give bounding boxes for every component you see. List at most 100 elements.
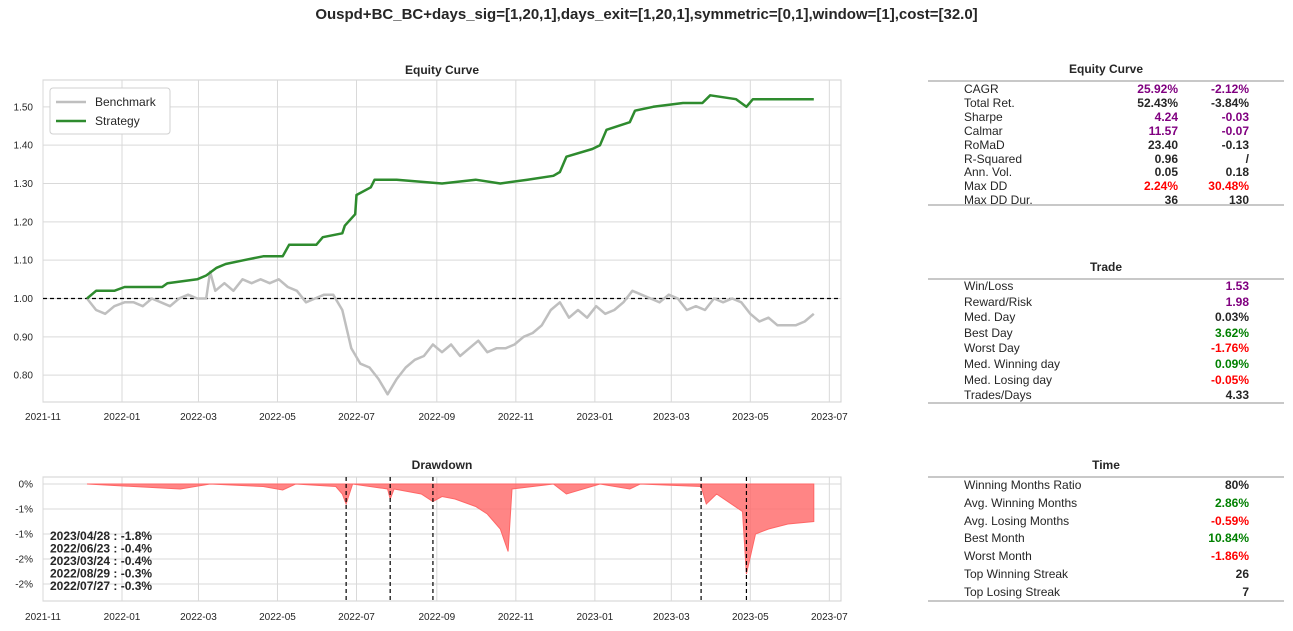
y-tick-label: 0.80	[14, 371, 34, 382]
drawdown-annotation: 2022/06/23 : -0.4%	[50, 542, 152, 556]
stat-value: 2.86%	[1214, 495, 1249, 510]
x-tick-label: 2022-01	[104, 612, 141, 623]
stat-value: 1.53	[1225, 279, 1249, 293]
stat-row: Win/Loss 1.53	[928, 279, 1284, 294]
strategy-value: 36	[1164, 193, 1178, 208]
stat-value: 26	[1235, 567, 1249, 581]
trade-stats-title: Trade	[1089, 260, 1122, 274]
x-tick-label: 2022-11	[498, 612, 534, 623]
stat-value: 80%	[1224, 478, 1249, 492]
strategy-value: 11.57	[1148, 123, 1178, 138]
stat-label: Avg. Winning Months	[964, 495, 1078, 510]
benchmark-value: -2.12%	[1210, 82, 1249, 96]
legend-label: Benchmark	[95, 95, 157, 109]
y-tick-label: 1.30	[14, 179, 34, 190]
stat-row: Med. Losing day -0.05%	[928, 373, 1284, 388]
stat-value: -1.76%	[1210, 341, 1249, 356]
x-tick-label: 2022-03	[180, 412, 217, 423]
equity-stats-table: Equity Curve CAGR 25.92% -2.12% Total Ret. 5…	[928, 60, 1284, 210]
y-tick-label: -1%	[15, 530, 33, 541]
trade-stats-table: Trade Win/Loss 1.53 Reward/Risk 1.98 Med. Da…	[928, 258, 1284, 408]
x-tick-label: 2023-03	[653, 612, 690, 623]
stat-label: Best Month	[964, 531, 1025, 546]
x-tick-label: 2022-03	[180, 612, 217, 623]
y-tick-label: -1%	[15, 505, 33, 516]
stat-row: Sharpe 4.24 -0.03	[928, 110, 1284, 125]
equity-stats-title: Equity Curve	[1068, 62, 1143, 76]
stat-row: Total Ret. 52.43% -3.84%	[928, 96, 1284, 111]
stat-label: Worst Month	[964, 549, 1032, 564]
stat-row: RoMaD 23.40 -0.13	[928, 138, 1284, 153]
x-tick-label: 2022-01	[104, 412, 141, 423]
x-tick-label: 2023-07	[811, 412, 848, 423]
stat-value: 4.33	[1225, 388, 1249, 403]
stat-row: Max DD Dur. 36 130	[928, 193, 1284, 208]
stat-row: Best Month 10.84%	[928, 531, 1284, 546]
stat-row: Best Day 3.62%	[928, 326, 1284, 341]
strategy-value: 25.92%	[1137, 82, 1178, 96]
stat-row: Winning Months Ratio 80%	[928, 478, 1284, 493]
y-tick-label: 0.90	[14, 332, 34, 343]
x-tick-label: 2023-03	[653, 412, 690, 423]
stat-row: Avg. Losing Months -0.59%	[928, 514, 1284, 529]
stat-row: Med. Day 0.03%	[928, 310, 1284, 325]
benchmark-value: /	[1245, 151, 1249, 166]
stat-value: -0.59%	[1210, 513, 1249, 528]
x-tick-label: 2021-11	[25, 412, 61, 423]
stat-row: Avg. Winning Months 2.86%	[928, 496, 1284, 511]
stat-row: Worst Month -1.86%	[928, 549, 1284, 564]
stat-row: Ann. Vol. 0.05 0.18	[928, 165, 1284, 180]
stat-label: Reward/Risk	[964, 294, 1033, 309]
stat-row: Worst Day -1.76%	[928, 341, 1284, 356]
top-rule	[928, 476, 1284, 478]
stat-row: Calmar 11.57 -0.07	[928, 124, 1284, 139]
stat-label: Sharpe	[964, 109, 1003, 124]
y-tick-label: 1.00	[14, 294, 34, 305]
benchmark-value: 0.18	[1225, 165, 1249, 180]
benchmark-value: -3.84%	[1210, 95, 1249, 110]
stat-label: R-Squared	[964, 151, 1023, 166]
stat-value: 7	[1242, 584, 1249, 599]
equity-chart-title: Equity Curve	[405, 63, 479, 77]
y-tick-label: 1.40	[14, 141, 34, 152]
bottom-rule	[928, 204, 1284, 206]
stat-row: Top Losing Streak 7	[928, 585, 1284, 600]
x-tick-label: 2021-11	[25, 612, 61, 623]
stat-label: Trades/Days	[964, 388, 1032, 403]
drawdown-area	[86, 483, 815, 575]
strategy-value: 0.05	[1154, 165, 1178, 180]
legend-label: Strategy	[95, 114, 140, 128]
benchmark-value: 30.48%	[1208, 179, 1249, 194]
stat-label: Max DD Dur.	[964, 193, 1033, 208]
x-tick-label: 2022-05	[259, 612, 296, 623]
stat-value: -0.05%	[1210, 372, 1249, 387]
x-tick-label: 2022-07	[338, 412, 375, 423]
stat-row: Top Winning Streak 26	[928, 567, 1284, 582]
benchmark-line	[86, 270, 815, 396]
stat-label: Med. Day	[964, 310, 1016, 325]
y-tick-label: 1.10	[14, 256, 34, 267]
stat-row: Reward/Risk 1.98	[928, 295, 1284, 310]
stat-value: 3.62%	[1214, 325, 1249, 340]
stat-label: CAGR	[964, 82, 999, 96]
stat-label: Best Day	[964, 325, 1013, 340]
benchmark-value: -0.03	[1221, 109, 1249, 124]
legend-box	[49, 87, 171, 135]
drawdown-annotation: 2023/03/24 : -0.4%	[50, 554, 152, 568]
stat-label: Top Losing Streak	[964, 584, 1061, 599]
stat-row: CAGR 25.92% -2.12%	[928, 82, 1284, 97]
stat-row: Med. Winning day 0.09%	[928, 357, 1284, 372]
benchmark-value: -0.07	[1221, 123, 1249, 138]
stat-label: Top Winning Streak	[964, 567, 1069, 581]
stat-label: Calmar	[964, 123, 1003, 138]
stat-label: Total Ret.	[964, 95, 1015, 110]
stat-label: Ann. Vol.	[964, 165, 1013, 180]
benchmark-value: -0.13	[1221, 137, 1249, 152]
bottom-rule	[928, 402, 1284, 404]
x-tick-label: 2022-11	[498, 412, 534, 423]
x-tick-label: 2023-07	[811, 612, 848, 623]
stat-row: R-Squared 0.96 /	[928, 152, 1284, 167]
top-rule	[928, 80, 1284, 82]
bottom-rule	[928, 600, 1284, 602]
figure-title: Ouspd+BC_BC+days_sig=[1,20,1],days_exit=…	[315, 6, 978, 23]
